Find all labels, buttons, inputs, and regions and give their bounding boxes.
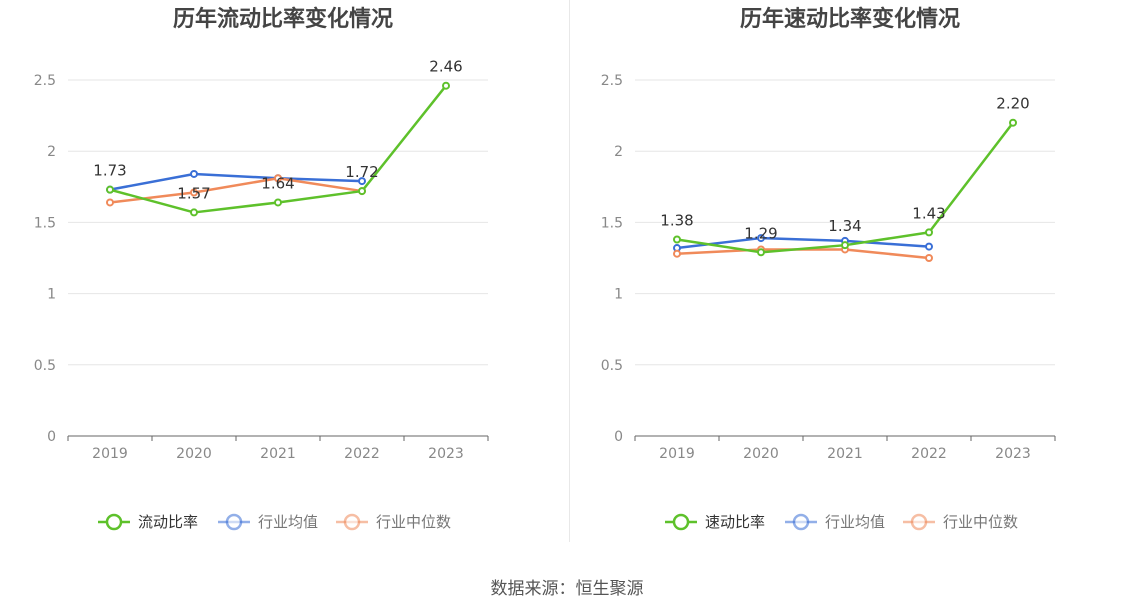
quick-ratio-main-ratio-point[interactable]: [673, 235, 681, 244]
quick-ratio-main-ratio-point[interactable]: [757, 248, 765, 257]
quick-ratio-industry-mean-point[interactable]: [757, 234, 765, 243]
current-ratio-x-tick-label: 2019: [92, 446, 128, 462]
quick-ratio-chart-title: 历年速动比率变化情况: [740, 6, 960, 32]
current-ratio-y-tick-label: 1.5: [34, 215, 56, 231]
current-ratio-main-ratio-line: [109, 84, 447, 214]
current-ratio-data-label: 2.46: [429, 58, 462, 76]
current-ratio-main-ratio-point[interactable]: [106, 185, 114, 194]
quick-ratio-y-tick-label: 1: [614, 287, 623, 303]
quick-ratio-y-tick-label: 1.5: [601, 215, 623, 231]
panel-divider: [569, 0, 570, 542]
current-ratio-legend-label: 行业中位数: [376, 513, 451, 531]
quick-ratio-industry-median-line: [676, 248, 930, 260]
current-ratio-industry-median-line: [109, 177, 363, 204]
quick-ratio-data-label: 1.38: [660, 211, 693, 229]
quick-ratio-legend-label: 行业均值: [825, 513, 885, 531]
current-ratio-data-label: 1.57: [177, 184, 210, 202]
current-ratio-y-tick-label: 2.5: [34, 73, 56, 89]
current-ratio-industry-mean-point[interactable]: [358, 177, 366, 186]
current-ratio-industry-median-point[interactable]: [106, 198, 114, 207]
current-ratio-x-tick-label: 2023: [428, 446, 464, 462]
quick-ratio-main-ratio-point[interactable]: [1009, 118, 1017, 127]
current-ratio-data-label: 1.72: [345, 163, 378, 181]
current-ratio-main-ratio-point[interactable]: [190, 208, 198, 217]
current-ratio-data-label: 1.73: [93, 162, 126, 180]
quick-ratio-legend-item-industry-mean[interactable]: 行业均值: [785, 513, 885, 531]
quick-ratio-industry-mean-line: [676, 236, 930, 250]
current-ratio-legend-label: 行业均值: [258, 513, 318, 531]
current-ratio-chart-title: 历年流动比率变化情况: [173, 6, 393, 32]
quick-ratio-y-tick-label: 0.5: [601, 358, 623, 374]
current-ratio-legend-swatch-marker: [105, 513, 123, 531]
quick-ratio-chart: 历年速动比率变化情况 0 0.5 1 1.5 2 2.5 2019 2020 2021 2022 20…: [601, 6, 1056, 531]
quick-ratio-industry-median-point[interactable]: [673, 249, 681, 258]
quick-ratio-x-tick-label: 2019: [659, 446, 695, 462]
current-ratio-industry-mean-point[interactable]: [190, 169, 198, 178]
quick-ratio-data-label: 1.29: [744, 224, 777, 242]
quick-ratio-legend-item-industry-median[interactable]: 行业中位数: [903, 513, 1018, 531]
quick-ratio-chart-panel: 历年速动比率变化情况 0 0.5 1 1.5 2 2.5 2019 2020 2021 2022 20…: [567, 0, 1134, 560]
quick-ratio-x-tick-label: 2022: [911, 446, 947, 462]
current-ratio-main-ratio-point[interactable]: [274, 198, 282, 207]
current-ratio-x-tick-label: 2020: [176, 446, 212, 462]
quick-ratio-y-tick-label: 0: [614, 429, 623, 445]
data-source-note: 数据来源：恒生聚源: [490, 579, 644, 599]
quick-ratio-main-ratio-point[interactable]: [925, 228, 933, 237]
quick-ratio-legend-item-main-ratio[interactable]: 速动比率: [665, 513, 765, 531]
current-ratio-industry-median-point[interactable]: [190, 188, 198, 197]
quick-ratio-main-ratio-point[interactable]: [841, 241, 849, 250]
current-ratio-legend-item-industry-median[interactable]: 行业中位数: [336, 513, 451, 531]
current-ratio-legend-label: 流动比率: [138, 513, 198, 531]
quick-ratio-y-tick-label: 2: [614, 144, 623, 160]
quick-ratio-industry-mean-point[interactable]: [925, 242, 933, 251]
current-ratio-y-tick-label: 0.5: [34, 358, 56, 374]
current-ratio-y-tick-label: 0: [47, 429, 56, 445]
current-ratio-chart: 历年流动比率变化情况 0 0.5 1 1.5 2 2.5 2019 2020 2021 2022 20…: [34, 6, 489, 531]
quick-ratio-data-label: 2.20: [996, 95, 1029, 113]
quick-ratio-y-tick-label: 2.5: [601, 73, 623, 89]
current-ratio-legend-item-main-ratio[interactable]: 流动比率: [98, 513, 198, 531]
current-ratio-legend-swatch-marker: [225, 513, 243, 531]
quick-ratio-industry-median-point[interactable]: [925, 254, 933, 262]
current-ratio-legend-item-industry-mean[interactable]: 行业均值: [218, 513, 318, 531]
quick-ratio-legend-swatch-marker: [792, 513, 810, 531]
current-ratio-industry-mean-line: [109, 172, 363, 191]
current-ratio-main-ratio-point[interactable]: [442, 81, 450, 90]
quick-ratio-x-tick-label: 2021: [827, 446, 863, 462]
current-ratio-y-tick-label: 1: [47, 287, 56, 303]
current-ratio-legend-swatch-marker: [343, 513, 361, 531]
current-ratio-main-ratio-point[interactable]: [358, 187, 366, 196]
quick-ratio-legend-label: 行业中位数: [943, 513, 1018, 531]
quick-ratio-legend-label: 速动比率: [705, 513, 765, 531]
quick-ratio-data-label: 1.43: [912, 204, 945, 222]
quick-ratio-data-label: 1.34: [828, 217, 861, 235]
quick-ratio-x-tick-label: 2023: [995, 446, 1031, 462]
current-ratio-y-tick-label: 2: [47, 144, 56, 160]
quick-ratio-x-tick-label: 2020: [743, 446, 779, 462]
current-ratio-x-tick-label: 2022: [344, 446, 380, 462]
current-ratio-chart-panel: 历年流动比率变化情况 0 0.5 1 1.5 2 2.5 2019 2020 2021 2022 20…: [0, 0, 567, 560]
quick-ratio-legend-swatch-marker: [910, 513, 928, 531]
current-ratio-x-tick-label: 2021: [260, 446, 296, 462]
current-ratio-data-label: 1.64: [261, 174, 294, 192]
quick-ratio-legend-swatch-marker: [672, 513, 690, 531]
current-ratio-industry-median-point[interactable]: [274, 174, 282, 183]
